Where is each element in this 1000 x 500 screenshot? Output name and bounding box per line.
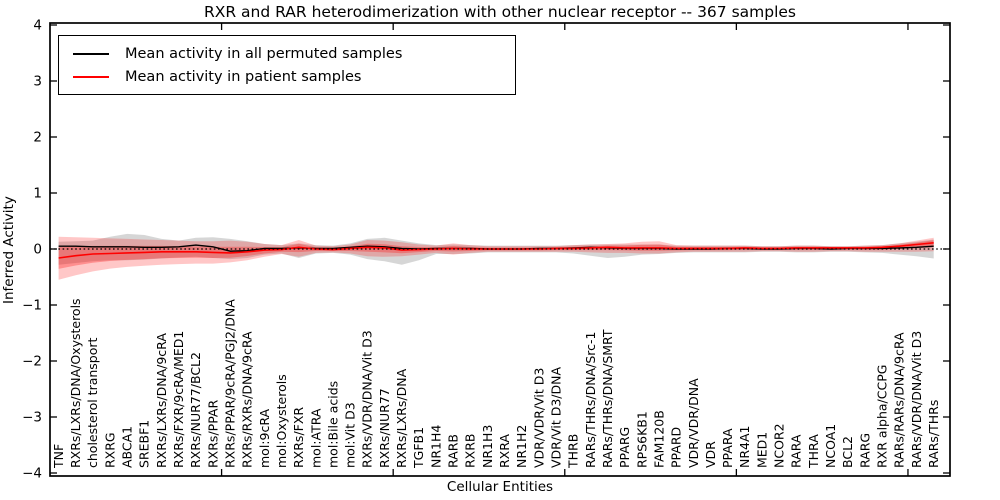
- x-tick-label: RARB: [446, 434, 461, 468]
- x-tick-label: RXRs/RXRs/DNA/9cRA: [240, 331, 255, 468]
- x-tick-label: RXRs/FXR: [291, 407, 306, 468]
- x-tick-label: RXRA: [497, 434, 512, 468]
- x-tick-label: mol:Bile acids: [325, 381, 340, 468]
- x-tick-label: THRB: [566, 434, 581, 469]
- x-tick-label: RXR alpha/CCPG: [875, 365, 890, 468]
- x-tick-label: RXRs/LXRs/DNA/9cRA: [154, 333, 169, 468]
- x-tick-label: mol:9cRA: [257, 408, 272, 468]
- y-axis-label: Inferred Activity: [1, 196, 17, 304]
- y-tick-label: 0: [33, 242, 42, 258]
- x-tick-label: PPARG: [617, 427, 632, 468]
- x-tick-label: RARG: [857, 433, 872, 468]
- x-tick-label: mol:Vit D3: [343, 402, 358, 468]
- x-tick-label: MED1: [754, 432, 769, 468]
- x-tick-label: RARs/RARs/DNA/9cRA: [892, 332, 907, 468]
- x-tick-label: RXRs/PPAR: [205, 400, 220, 468]
- x-axis-label: Cellular Entities: [446, 479, 554, 495]
- x-tick-label: SREBF1: [137, 420, 152, 468]
- y-tick-label: −4: [22, 466, 42, 482]
- x-tick-label: RARs/THRs: [926, 400, 941, 468]
- x-tick-label: PPARA: [720, 428, 735, 468]
- x-tick-label: mol:Oxysterols: [274, 374, 289, 468]
- x-tick-label: TNF: [51, 444, 66, 469]
- x-tick-label: RXRs/NUR77/BCL2: [188, 352, 203, 468]
- legend-label: Mean activity in patient samples: [125, 68, 362, 85]
- x-tick-label: RXRs/LXRs/DNA/Oxysterols: [68, 298, 83, 468]
- x-tick-label: RXRs/PPAR/9cRA/PGJ2/DNA: [223, 299, 238, 468]
- x-tick-label: VDR/VDR/Vit D3: [531, 368, 546, 468]
- x-tick-label: VDR: [703, 441, 718, 468]
- y-tick-label: 2: [33, 130, 42, 146]
- x-tick-label: RXRs/LXRs/DNA: [394, 368, 409, 468]
- x-tick-label: NCOA1: [823, 424, 838, 468]
- x-tick-label: THRA: [806, 434, 821, 469]
- x-tick-label: RXRB: [463, 433, 478, 468]
- x-tick-label: RXRs/VDR/DNA/Vit D3: [360, 330, 375, 468]
- x-tick-label: NCOR2: [772, 423, 787, 468]
- x-tick-label: BCL2: [840, 436, 855, 468]
- x-tick-label: RARs/THRs/DNA/SMRT: [600, 329, 615, 468]
- band-patient-range-outer: [58, 236, 934, 280]
- legend: Mean activity in all permuted samples Me…: [58, 35, 516, 95]
- band-patient-range-inner: [58, 240, 934, 269]
- y-tick-label: −1: [22, 298, 42, 314]
- chart-title: RXR and RAR heterodimerization with othe…: [203, 3, 797, 21]
- x-tick-label: RARs/VDR/DNA/Vit D3: [909, 331, 924, 468]
- x-tick-label: TGFB1: [411, 427, 426, 469]
- x-tick-label: RARA: [789, 434, 804, 468]
- x-tick-label: RXRs/NUR77: [377, 388, 392, 468]
- x-tick-label: ABCA1: [120, 426, 135, 468]
- x-tick-label: RXRG: [102, 432, 117, 468]
- legend-entry-patient: Mean activity in patient samples: [59, 69, 515, 85]
- permuted-line-swatch: [73, 52, 109, 55]
- y-tick-label: 3: [33, 74, 42, 90]
- x-tick-label: RARs/THRs/DNA/Src-1: [583, 332, 598, 468]
- x-tick-label: NR1H2: [514, 425, 529, 468]
- x-tick-label: mol:ATRA: [308, 408, 323, 468]
- y-tick-label: −2: [22, 354, 42, 370]
- x-tick-label: RXRs/FXR/9cRA/MED1: [171, 331, 186, 468]
- patient-line-swatch: [73, 75, 109, 78]
- y-tick-label: 4: [33, 18, 42, 34]
- legend-entry-permuted: Mean activity in all permuted samples: [59, 46, 515, 62]
- x-tick-label: VDR/VDR/DNA: [686, 378, 701, 468]
- legend-label: Mean activity in all permuted samples: [125, 45, 403, 62]
- x-tick-label: RPS6KB1: [634, 411, 649, 468]
- x-tick-label: NR4A1: [737, 426, 752, 469]
- x-tick-label: FAM120B: [652, 410, 667, 468]
- x-tick-label: cholesterol transport: [85, 337, 100, 468]
- y-tick-label: 1: [33, 186, 42, 202]
- x-tick-label: PPARD: [669, 427, 684, 468]
- y-tick-label: −3: [22, 410, 42, 426]
- x-tick-label: NR1H4: [428, 425, 443, 468]
- x-tick-label: VDR/Vit D3/DNA: [549, 367, 564, 468]
- x-tick-label: NR1H3: [480, 425, 495, 468]
